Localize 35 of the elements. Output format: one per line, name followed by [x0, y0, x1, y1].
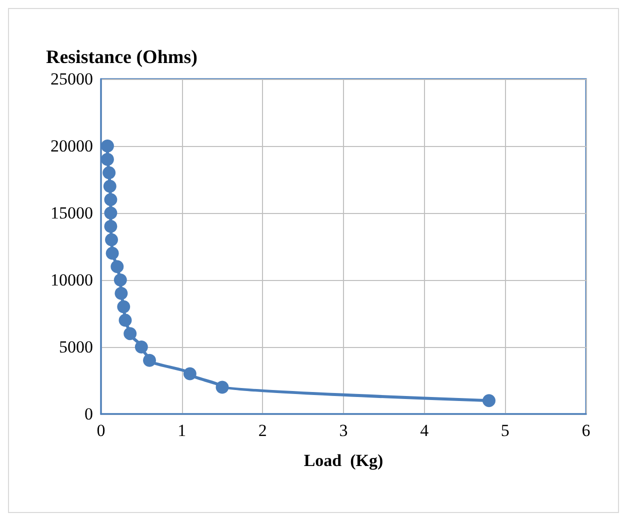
y-axis-title: Resistance (Ohms) — [46, 47, 198, 68]
point — [100, 152, 114, 166]
y-tick-label: 10000 — [50, 270, 93, 290]
y-tick-label: 25000 — [50, 70, 93, 88]
point — [143, 354, 156, 367]
x-tick-label: 5 — [500, 421, 510, 440]
point — [114, 286, 128, 300]
y-tick-label: 5000 — [59, 338, 93, 356]
point — [216, 380, 229, 394]
point — [117, 300, 130, 314]
y-tick-label: 15000 — [50, 204, 93, 222]
point — [482, 394, 496, 408]
point — [110, 260, 124, 274]
x-tick-label: 0 — [96, 421, 106, 440]
point — [183, 367, 196, 380]
point — [114, 274, 127, 286]
point — [105, 233, 118, 246]
x-tick-label: 1 — [178, 421, 186, 440]
point — [106, 246, 119, 260]
point — [100, 140, 114, 152]
point — [104, 193, 118, 206]
y-tick-label: 20000 — [50, 136, 93, 156]
point — [118, 314, 132, 327]
point — [104, 220, 118, 233]
y-tick-label: 0 — [84, 404, 93, 424]
point — [134, 340, 148, 354]
point — [102, 166, 116, 180]
x-tick-label: 3 — [339, 421, 348, 440]
x-tick-label: 6 — [582, 421, 590, 440]
point — [103, 180, 116, 193]
x-tick-label: 2 — [258, 421, 267, 440]
x-axis-title: Load (Kg) — [304, 451, 384, 470]
point — [104, 206, 118, 220]
point — [124, 327, 137, 340]
x-tick-label: 4 — [420, 421, 430, 440]
